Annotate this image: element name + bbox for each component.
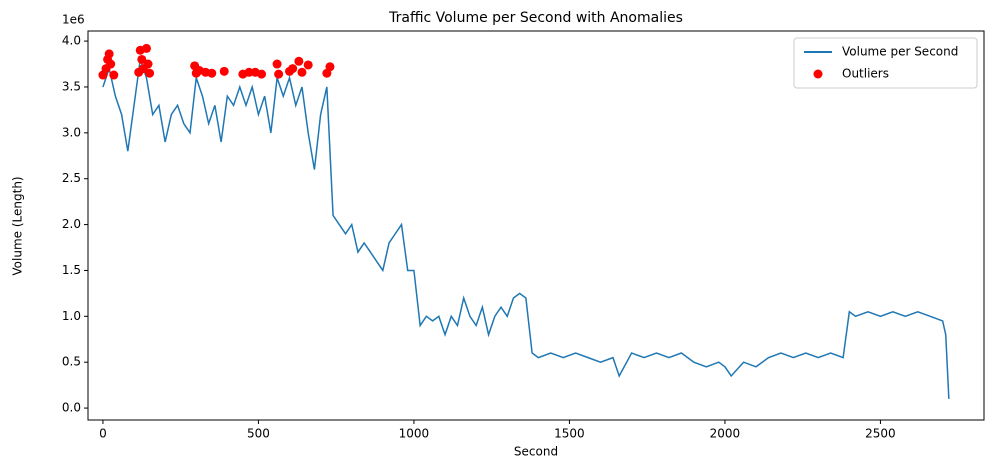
y-tick-label: 3.5 xyxy=(62,79,81,93)
plot-frame xyxy=(87,30,985,421)
chart-title: Traffic Volume per Second with Anomalies xyxy=(388,10,683,26)
outlier-point xyxy=(207,68,217,78)
y-tick-label: 4.0 xyxy=(62,34,81,48)
x-tick-label: 0 xyxy=(99,427,107,441)
outlier-point xyxy=(109,70,119,80)
outlier-point xyxy=(288,64,298,74)
outlier-point xyxy=(137,54,147,64)
outlier-point xyxy=(257,69,267,79)
x-tick-label: 500 xyxy=(247,427,270,441)
x-tick-label: 1000 xyxy=(399,427,430,441)
y-axis-label: Volume (Length) xyxy=(11,176,25,275)
outlier-point xyxy=(219,66,229,76)
x-axis-label: Second xyxy=(514,445,558,459)
outlier-point xyxy=(297,67,307,77)
legend-label: Outliers xyxy=(842,67,889,81)
outlier-point xyxy=(294,56,304,66)
x-tick-label: 2000 xyxy=(710,427,741,441)
outlier-point xyxy=(274,69,284,79)
outlier-point xyxy=(106,59,116,69)
outlier-point xyxy=(244,67,254,77)
data-line xyxy=(102,59,950,399)
y-tick-label: 1.0 xyxy=(62,309,81,323)
y-tick-label: 2.5 xyxy=(62,171,81,185)
y-tick-label: 0.0 xyxy=(62,401,81,415)
y-tick-label: 1.5 xyxy=(62,263,81,277)
outlier-point xyxy=(145,68,155,78)
legend-marker xyxy=(813,69,823,79)
x-tick-label: 1500 xyxy=(554,427,585,441)
legend-label: Volume per Second xyxy=(842,45,958,59)
outlier-point xyxy=(303,60,313,70)
y-tick-label: 0.5 xyxy=(62,355,81,369)
legend-box xyxy=(793,37,978,89)
y-tick-label: 3.0 xyxy=(62,125,81,139)
outlier-point xyxy=(143,59,153,69)
x-tick-label: 2500 xyxy=(865,427,896,441)
outlier-point xyxy=(141,43,151,53)
y-offset-label: 1e6 xyxy=(62,13,85,27)
y-tick-label: 2.0 xyxy=(62,217,81,231)
outlier-point xyxy=(104,49,114,59)
outlier-point xyxy=(272,59,282,69)
outlier-point xyxy=(325,62,335,72)
